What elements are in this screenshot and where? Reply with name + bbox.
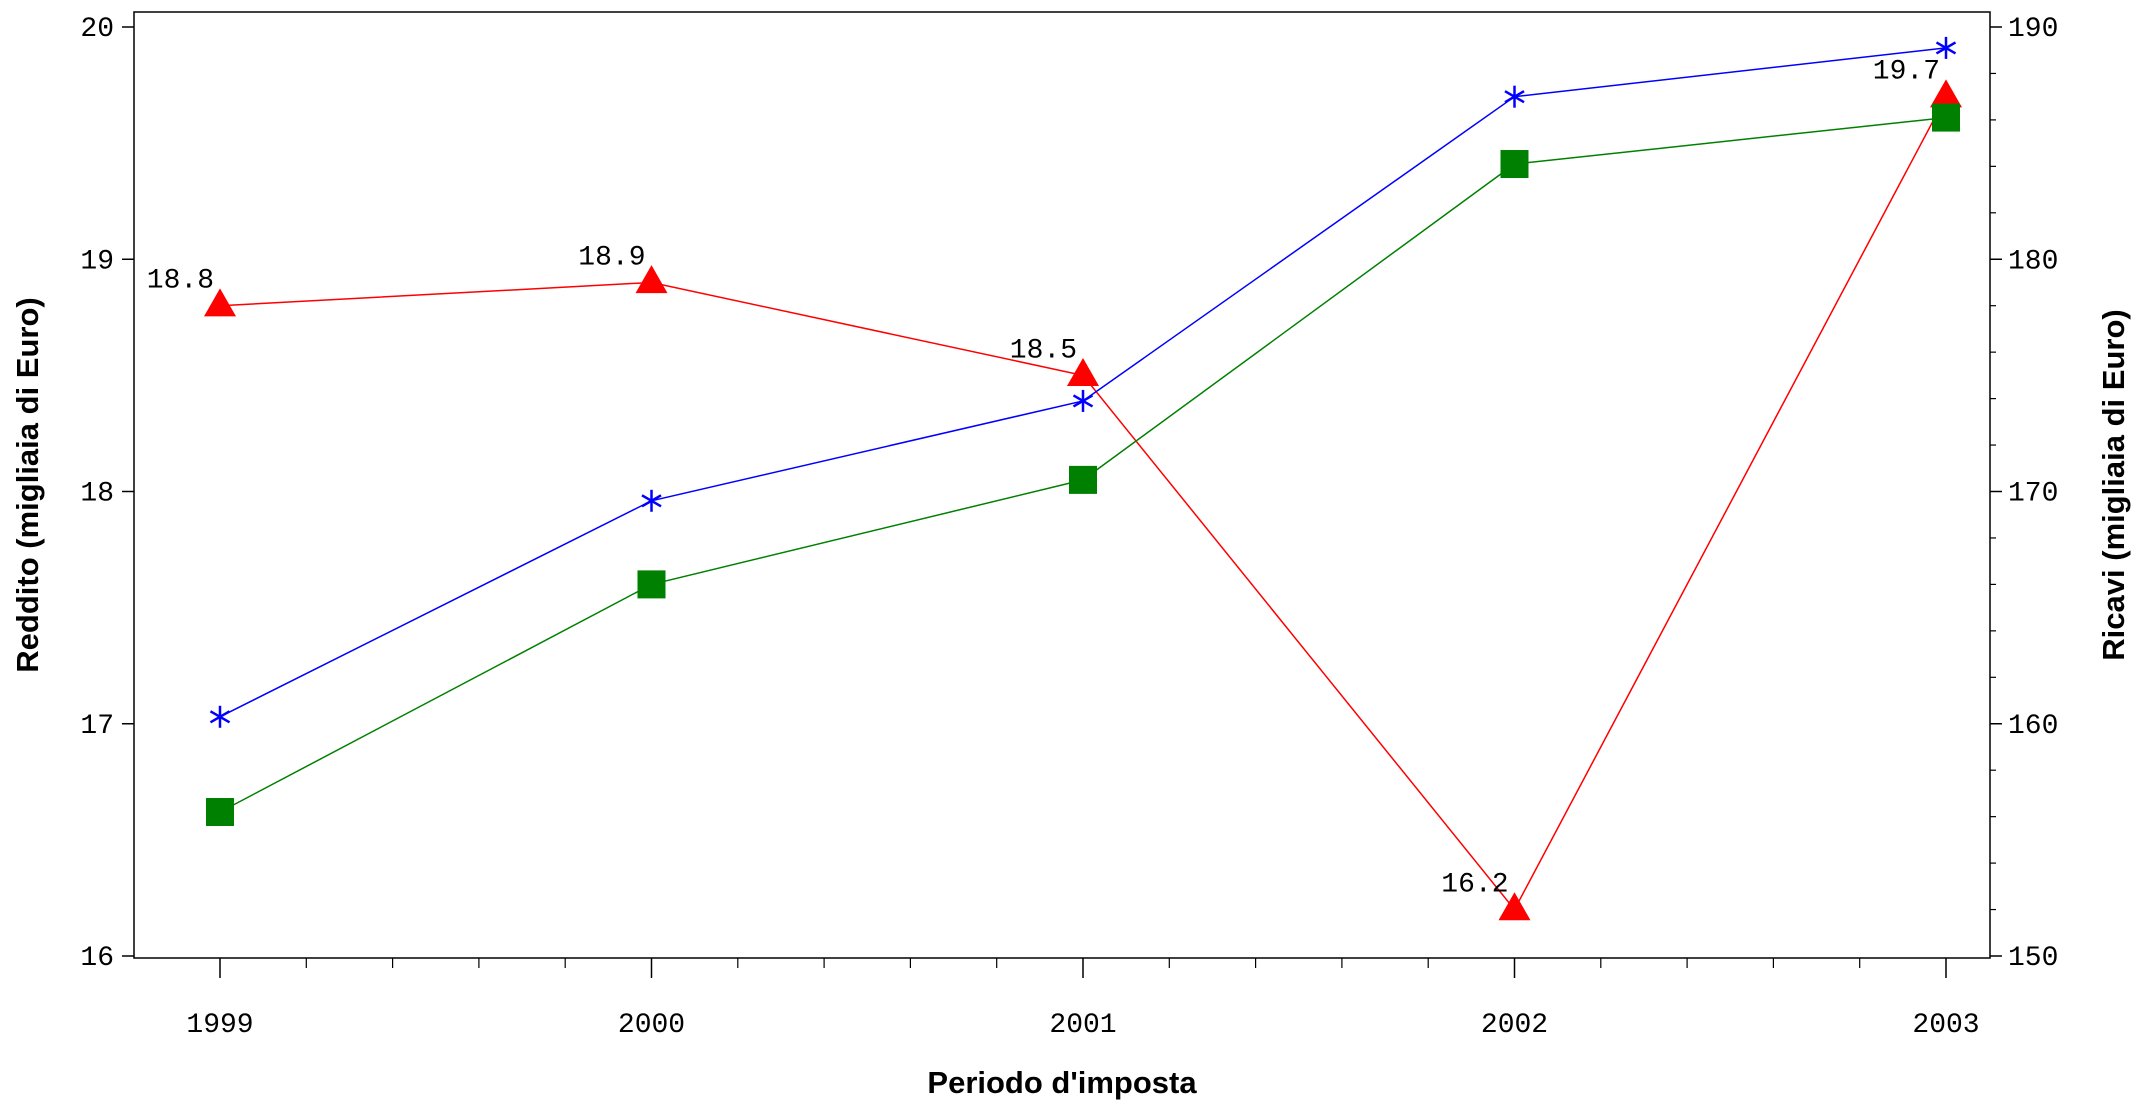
x-tick-label: 2003: [1912, 1010, 1979, 1041]
left-axis-title: Reddito (migliaia di Euro): [10, 297, 45, 672]
square-marker: [637, 570, 666, 599]
series-line-triangle: [219, 96, 1947, 911]
triangle-marker: [635, 265, 668, 294]
series-line-square: [219, 116, 1947, 813]
x-tick-label: 2001: [1049, 1010, 1116, 1041]
data-label: 18.5: [1010, 335, 1077, 366]
data-label: 16.2: [1441, 870, 1508, 901]
square-marker: [206, 798, 234, 827]
square-marker: [1069, 465, 1097, 494]
triangle-marker: [1930, 79, 1962, 108]
plot-frame: [133, 11, 1991, 959]
series-layer: [204, 36, 1962, 921]
asterisk-marker: [641, 489, 662, 512]
axes: 16 17 18 19 20 150 160 170 180 190 1999 2000 2001 200…: [80, 14, 2058, 1041]
data-labels: 18.8 18.9 18.5 16.2 19.7: [147, 57, 1940, 901]
left-y-tick-label: 20: [80, 14, 114, 45]
right-axis-title: Ricavi (migliaia di Euro): [2096, 309, 2131, 660]
asterisk-marker: [209, 705, 231, 728]
asterisk-marker: [1935, 36, 1957, 59]
left-y-tick-label: 18: [80, 479, 114, 510]
left-y-tick-label: 19: [80, 246, 114, 277]
left-y-tick-label: 16: [80, 943, 114, 974]
data-label: 19.7: [1873, 57, 1940, 88]
square-marker: [1932, 103, 1960, 132]
triangle-marker: [1067, 358, 1099, 387]
right-y-tick-label: 160: [2008, 711, 2058, 742]
x-tick-label: 2002: [1481, 1010, 1548, 1041]
square-marker: [1500, 150, 1529, 179]
x-tick-label: 1999: [186, 1010, 253, 1041]
asterisk-marker: [1072, 389, 1094, 412]
x-tick-label: 2000: [618, 1010, 685, 1041]
x-axis-title: Periodo d'imposta: [927, 1065, 1197, 1100]
right-y-tick-label: 190: [2008, 14, 2058, 45]
triangle-marker: [204, 288, 236, 317]
right-y-tick-label: 150: [2008, 943, 2058, 974]
right-y-tick-label: 170: [2008, 479, 2058, 510]
data-label: 18.9: [578, 242, 645, 273]
left-y-tick-label: 17: [80, 711, 114, 742]
triangle-marker: [1498, 892, 1531, 921]
data-label: 18.8: [147, 266, 214, 297]
right-y-tick-label: 180: [2008, 246, 2058, 277]
asterisk-marker: [1504, 85, 1525, 108]
